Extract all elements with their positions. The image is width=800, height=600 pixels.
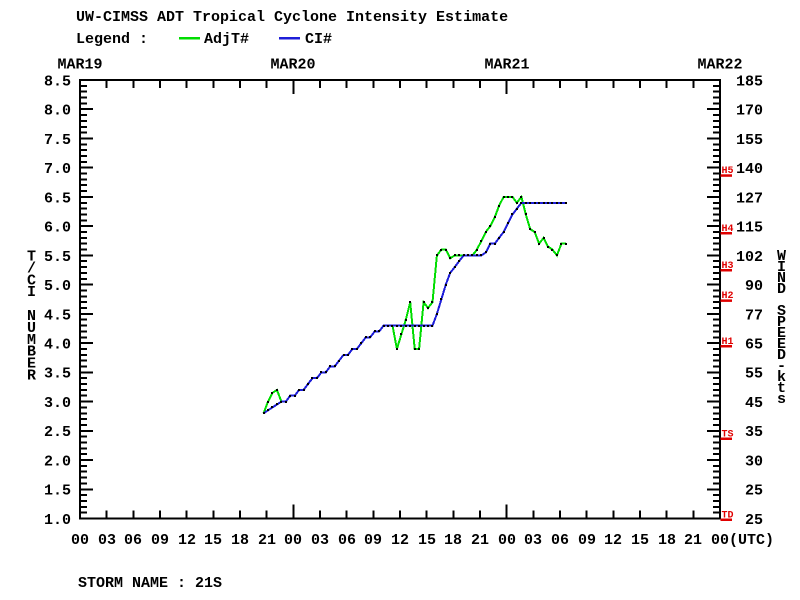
- svg-text:15: 15: [631, 532, 649, 549]
- svg-text:4.5: 4.5: [44, 307, 71, 324]
- svg-text:127: 127: [736, 190, 763, 207]
- svg-text:2.0: 2.0: [44, 453, 71, 470]
- svg-text:06: 06: [338, 532, 356, 549]
- svg-text:TS: TS: [722, 429, 734, 440]
- svg-text:2.5: 2.5: [44, 424, 71, 441]
- svg-text:00(UTC): 00(UTC): [711, 532, 774, 549]
- svg-text:U: U: [27, 320, 36, 337]
- svg-text:C: C: [27, 272, 36, 289]
- svg-text:90: 90: [745, 278, 763, 295]
- svg-text:00: 00: [498, 532, 516, 549]
- svg-text:s: s: [777, 391, 786, 408]
- svg-text:1.5: 1.5: [44, 483, 71, 500]
- svg-text:185: 185: [736, 73, 763, 90]
- svg-text:N: N: [27, 308, 36, 325]
- svg-text:H4: H4: [722, 224, 734, 235]
- svg-text:3.0: 3.0: [44, 395, 71, 412]
- svg-text:I: I: [27, 284, 36, 301]
- svg-text:R: R: [27, 368, 36, 385]
- svg-text:45: 45: [745, 395, 763, 412]
- svg-text:25: 25: [745, 512, 763, 529]
- svg-text:18: 18: [658, 532, 676, 549]
- svg-text:03: 03: [524, 532, 542, 549]
- svg-text:15: 15: [418, 532, 436, 549]
- svg-text:09: 09: [578, 532, 596, 549]
- svg-text:N: N: [777, 270, 786, 287]
- svg-text:B: B: [27, 344, 36, 361]
- svg-text:t: t: [777, 380, 786, 397]
- svg-text:UW-CIMSS ADT Tropical Cyclone: UW-CIMSS ADT Tropical Cyclone Intensity …: [76, 9, 508, 26]
- svg-text:77: 77: [745, 307, 763, 324]
- svg-text:D: D: [777, 281, 786, 298]
- svg-text:09: 09: [151, 532, 169, 549]
- svg-text:1.0: 1.0: [44, 512, 71, 529]
- svg-text:D: D: [777, 347, 786, 364]
- svg-text:H5: H5: [722, 166, 734, 177]
- svg-text:MAR19: MAR19: [57, 57, 102, 74]
- svg-text:03: 03: [311, 532, 329, 549]
- svg-text:65: 65: [745, 337, 763, 354]
- svg-text:7.0: 7.0: [44, 161, 71, 178]
- svg-text:55: 55: [745, 366, 763, 383]
- svg-text:T: T: [27, 249, 36, 266]
- svg-text:TD: TD: [722, 510, 734, 521]
- svg-text:CI#: CI#: [305, 31, 332, 48]
- svg-text:35: 35: [745, 424, 763, 441]
- svg-text:7.5: 7.5: [44, 132, 71, 149]
- svg-text:00: 00: [284, 532, 302, 549]
- svg-text:I: I: [777, 259, 786, 276]
- svg-text:8.0: 8.0: [44, 103, 71, 120]
- svg-text:H2: H2: [722, 291, 734, 302]
- svg-text:MAR21: MAR21: [484, 57, 529, 74]
- svg-text:MAR22: MAR22: [697, 57, 742, 74]
- svg-text:5.0: 5.0: [44, 278, 71, 295]
- svg-text:155: 155: [736, 132, 763, 149]
- svg-text:09: 09: [364, 532, 382, 549]
- svg-text:15: 15: [204, 532, 222, 549]
- svg-text:S: S: [777, 303, 786, 320]
- svg-text:6.5: 6.5: [44, 190, 71, 207]
- svg-text:21: 21: [684, 532, 702, 549]
- svg-text:M: M: [27, 332, 36, 349]
- svg-text:H3: H3: [722, 261, 734, 272]
- svg-text:P: P: [777, 314, 786, 331]
- svg-text:21: 21: [258, 532, 276, 549]
- svg-text:00: 00: [71, 532, 89, 549]
- svg-text:6.0: 6.0: [44, 220, 71, 237]
- svg-text:4.0: 4.0: [44, 337, 71, 354]
- svg-text:/: /: [27, 260, 36, 277]
- svg-text:12: 12: [604, 532, 622, 549]
- svg-text:STORM NAME : 21S: STORM NAME : 21S: [78, 575, 222, 592]
- svg-text:MAR20: MAR20: [270, 57, 315, 74]
- svg-text:E: E: [777, 325, 786, 342]
- svg-text:-: -: [777, 358, 786, 375]
- svg-text:21: 21: [471, 532, 489, 549]
- svg-text:18: 18: [444, 532, 462, 549]
- svg-text:30: 30: [745, 453, 763, 470]
- svg-text:Legend :: Legend :: [76, 31, 148, 48]
- svg-text:25: 25: [745, 483, 763, 500]
- svg-text:170: 170: [736, 103, 763, 120]
- svg-text:3.5: 3.5: [44, 366, 71, 383]
- svg-text:140: 140: [736, 161, 763, 178]
- svg-text:12: 12: [178, 532, 196, 549]
- svg-text:H1: H1: [722, 337, 734, 348]
- svg-text:102: 102: [736, 249, 763, 266]
- svg-text:18: 18: [231, 532, 249, 549]
- svg-text:E: E: [27, 356, 36, 373]
- svg-text:W: W: [777, 248, 786, 265]
- svg-text:06: 06: [124, 532, 142, 549]
- svg-text:8.5: 8.5: [44, 73, 71, 90]
- svg-text:k: k: [777, 369, 786, 386]
- svg-text:03: 03: [98, 532, 116, 549]
- svg-text:12: 12: [391, 532, 409, 549]
- svg-text:AdjT#: AdjT#: [204, 31, 249, 48]
- svg-text:5.5: 5.5: [44, 249, 71, 266]
- svg-text:E: E: [777, 336, 786, 353]
- svg-text:06: 06: [551, 532, 569, 549]
- svg-text:115: 115: [736, 220, 763, 237]
